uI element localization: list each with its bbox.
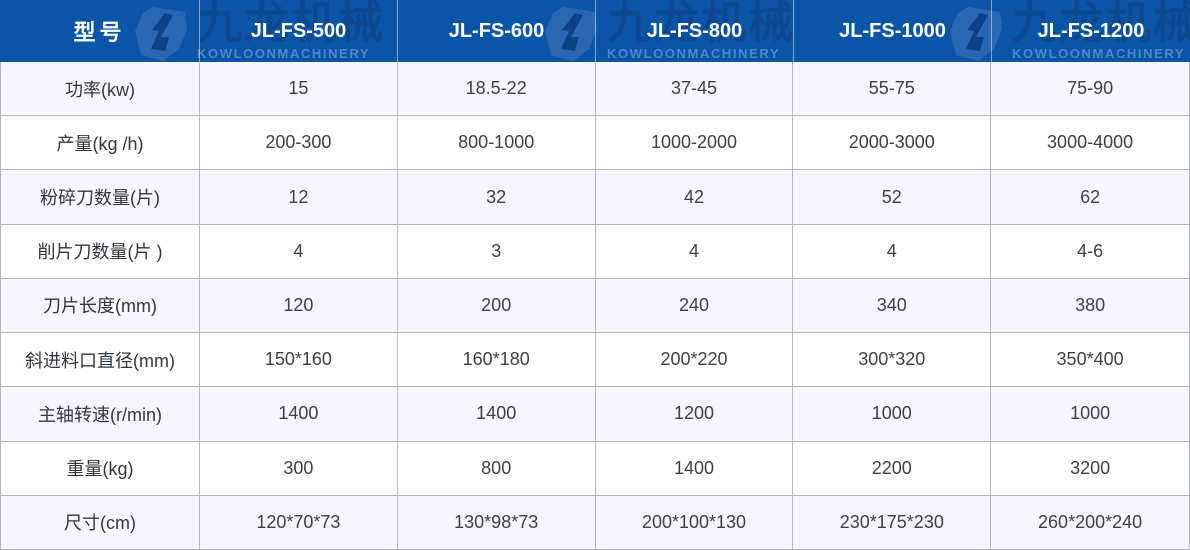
column-header-jl-fs-1000: JL-FS-1000 <box>794 0 992 62</box>
table-row-dimensions: 尺寸(cm) 120*70*73 130*98*73 200*100*130 2… <box>1 495 1189 550</box>
column-header-model-label: 型号 <box>0 0 200 62</box>
spec-cell: 2000-3000 <box>793 116 992 170</box>
spec-cell: 200-300 <box>200 116 398 170</box>
row-label: 主轴转速(r/min) <box>1 387 200 441</box>
table-row-power: 功率(kw) 15 18.5-22 37-45 55-75 75-90 <box>1 62 1189 117</box>
row-label: 粉碎刀数量(片) <box>1 170 200 224</box>
row-label: 尺寸(cm) <box>1 495 200 549</box>
row-label: 刀片长度(mm) <box>1 278 200 333</box>
spec-cell: 1000 <box>1070 403 1111 424</box>
table-row-weight: 重量(kg) 300 800 1400 2200 3200 <box>1 441 1189 496</box>
spec-cell: 1200 <box>596 387 794 441</box>
row-label: 削片刀数量(片 ) <box>1 224 200 278</box>
spec-cell: 37-45 <box>596 62 794 116</box>
spec-cell: 1000 <box>793 387 992 441</box>
spec-cell: 350*400 <box>1056 349 1124 370</box>
spec-cell: 1000-2000 <box>596 116 794 170</box>
row-label: 功率(kw) <box>1 62 200 116</box>
table-body: 功率(kw) 15 18.5-22 37-45 55-75 75-90 产量(k… <box>0 62 1190 550</box>
spec-cell: 2200 <box>793 441 992 495</box>
spec-cell: 42 <box>596 170 794 224</box>
spec-cell: 3 <box>398 224 596 278</box>
spec-cell: 55-75 <box>793 62 992 116</box>
spec-cell: 130*98*73 <box>398 495 596 549</box>
spec-cell: 300*320 <box>793 333 992 387</box>
row-label: 斜进料口直径(mm) <box>1 333 200 387</box>
spec-cell: 120 <box>200 278 398 333</box>
spec-cell: 200*220 <box>596 333 794 387</box>
spec-cell: 18.5-22 <box>398 62 596 116</box>
table-row-inlet-diameter: 斜进料口直径(mm) 150*160 160*180 200*220 300*3… <box>1 333 1189 388</box>
spec-cell: 62 <box>1080 186 1101 207</box>
spec-cell: 230*175*230 <box>793 495 992 549</box>
row-label: 产量(kg /h) <box>1 116 200 170</box>
spec-cell: 380 <box>1075 294 1106 315</box>
spec-cell: 75-90 <box>1067 78 1114 99</box>
table-row-crushing-blades: 粉碎刀数量(片) 12 32 42 52 62 <box>1 170 1189 225</box>
spec-cell: 4-6 <box>1077 240 1104 261</box>
spec-cell: 3000-4000 <box>1047 132 1134 153</box>
spec-cell: 4 <box>200 224 398 278</box>
spec-cell: 200*100*130 <box>596 495 794 549</box>
spec-cell: 200 <box>398 278 596 333</box>
spec-cell: 300 <box>200 441 398 495</box>
spec-cell: 4 <box>596 224 794 278</box>
spec-cell: 3200 <box>1070 457 1111 478</box>
spec-cell: 1400 <box>398 387 596 441</box>
column-header-jl-fs-500: JL-FS-500 <box>200 0 398 62</box>
table-header: 九龙机械 KOWLOONMACHINERY 九龙机械 KOWLOONMACHIN… <box>0 0 1190 62</box>
spec-cell: 52 <box>793 170 992 224</box>
spec-cell: 240 <box>596 278 794 333</box>
column-header-jl-fs-800: JL-FS-800 <box>596 0 794 62</box>
spec-cell: 12 <box>200 170 398 224</box>
spec-cell: 4 <box>793 224 992 278</box>
spec-cell: 800 <box>398 441 596 495</box>
spec-cell: 160*180 <box>398 333 596 387</box>
spec-cell: 1400 <box>200 387 398 441</box>
column-header-jl-fs-1200: JL-FS-1200 <box>1037 19 1145 42</box>
spec-cell: 260*200*240 <box>1038 511 1143 532</box>
column-header-jl-fs-600: JL-FS-600 <box>398 0 596 62</box>
table-row-output: 产量(kg /h) 200-300 800-1000 1000-2000 200… <box>1 116 1189 171</box>
table-row-spindle-speed: 主轴转速(r/min) 1400 1400 1200 1000 1000 <box>1 387 1189 442</box>
spec-cell: 15 <box>200 62 398 116</box>
spec-cell: 800-1000 <box>398 116 596 170</box>
spec-cell: 150*160 <box>200 333 398 387</box>
spec-cell: 1400 <box>596 441 794 495</box>
spec-cell: 340 <box>793 278 992 333</box>
row-label: 重量(kg) <box>1 441 200 495</box>
table-row-blade-length: 刀片长度(mm) 120 200 240 340 380 <box>1 278 1189 334</box>
spec-cell: 120*70*73 <box>200 495 398 549</box>
table-row-chipping-blades: 削片刀数量(片 ) 4 3 4 4 4-6 <box>1 224 1189 279</box>
spec-cell: 32 <box>398 170 596 224</box>
